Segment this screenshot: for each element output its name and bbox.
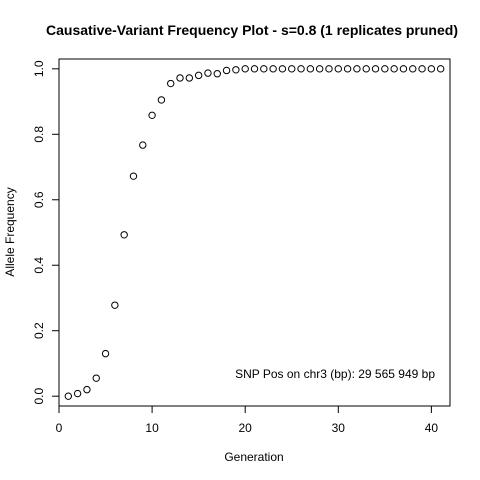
data-point — [334, 65, 342, 73]
data-point — [371, 65, 380, 73]
x-axis: 0 10 20 30 40 — [56, 406, 439, 435]
y-axis: 0.0 0.2 0.4 0.6 0.8 1.0 — [32, 60, 59, 405]
data-point — [222, 66, 231, 75]
x-axis-label: Generation — [224, 450, 283, 464]
data-point — [269, 65, 277, 73]
data-point — [250, 65, 259, 73]
snp-position-annotation: SNP Pos on chr3 (bp): 29 565 949 bp — [235, 367, 435, 381]
x-tick-label: 10 — [145, 421, 159, 435]
data-point — [353, 65, 361, 73]
data-point — [129, 172, 138, 180]
x-tick-label: 30 — [332, 421, 346, 435]
data-point — [241, 65, 249, 73]
x-tick-label: 0 — [56, 421, 63, 435]
y-tick-label: 0.4 — [32, 257, 46, 274]
data-point — [111, 301, 119, 309]
data-point — [427, 65, 436, 73]
data-point — [101, 349, 110, 358]
data-point — [185, 74, 194, 82]
y-tick-label: 0.8 — [32, 126, 46, 143]
data-point — [213, 70, 221, 78]
data-point — [306, 65, 315, 73]
data-point — [92, 374, 100, 382]
data-point — [436, 65, 445, 73]
data-point — [157, 96, 166, 104]
data-point — [390, 65, 398, 73]
data-point — [418, 65, 426, 73]
data-point — [194, 71, 203, 80]
y-tick-label: 0.6 — [32, 191, 46, 208]
data-point — [120, 231, 128, 239]
y-tick-label: 0.0 — [32, 388, 46, 405]
data-point — [288, 65, 296, 73]
chart-title: Causative-Variant Frequency Plot - s=0.8… — [46, 22, 458, 38]
data-point — [176, 74, 184, 82]
data-point — [64, 392, 73, 400]
data-point — [260, 65, 268, 73]
data-point — [167, 79, 175, 88]
data-point — [204, 69, 212, 77]
y-axis-label: Allele Frequency — [3, 187, 17, 276]
data-points — [64, 65, 445, 400]
data-point — [278, 65, 287, 73]
x-tick-label: 40 — [425, 421, 439, 435]
data-point — [325, 65, 333, 73]
data-point — [399, 65, 408, 73]
y-tick-label: 0.2 — [32, 322, 46, 339]
data-point — [83, 385, 91, 394]
data-point — [297, 65, 305, 73]
data-point — [148, 111, 156, 120]
data-point — [343, 65, 352, 73]
x-tick-label: 20 — [239, 421, 253, 435]
data-point — [362, 65, 370, 73]
data-point — [381, 65, 389, 73]
data-point — [315, 65, 324, 73]
y-tick-label: 1.0 — [32, 60, 46, 77]
plot-frame — [58, 58, 451, 407]
data-point — [409, 65, 417, 73]
data-point — [232, 66, 240, 74]
data-point — [139, 141, 147, 149]
data-point — [73, 389, 82, 398]
